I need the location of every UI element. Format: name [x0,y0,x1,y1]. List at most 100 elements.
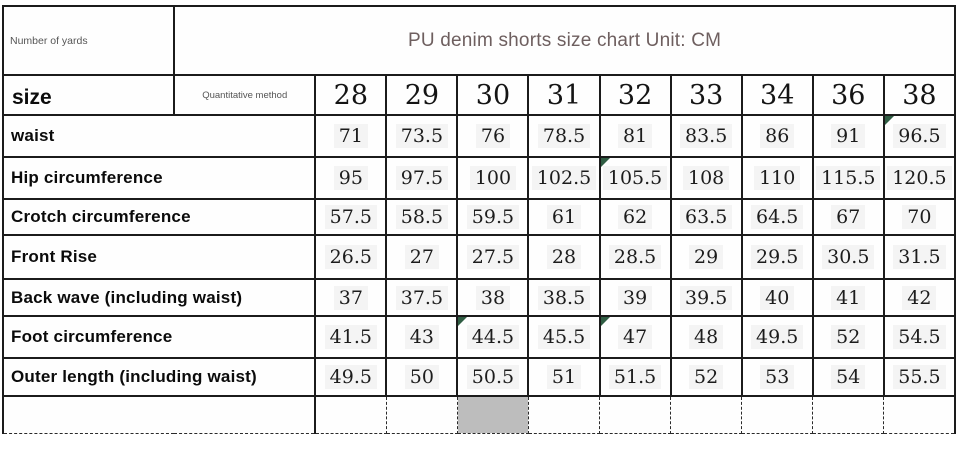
value-cell: 81 [598,114,672,158]
value-cell: 86 [740,114,814,158]
row-label: Back wave (including waist) [1,278,317,317]
value-text: 27 [404,245,439,269]
value-cell: 54 [811,357,885,397]
value-cell: 31.5 [882,234,957,280]
value-cell: 41 [811,278,885,317]
value-text: 102.5 [531,166,597,190]
value-text: 95 [333,166,368,190]
value-cell: 55.5 [882,357,957,397]
value-text: 28 [546,245,582,269]
value-text: 51 [546,365,582,389]
value-text: 120.5 [887,166,952,190]
value-text: 50 [404,365,439,389]
value-cell: 100 [456,156,530,200]
value-cell: 51 [527,357,601,397]
value-text: 41 [831,285,866,310]
value-text: 49.5 [751,325,804,349]
row-label: Front Rise [1,234,317,280]
value-text: 27.5 [466,245,520,269]
value-text: 26.5 [324,245,377,269]
value-text: 97.5 [395,166,449,190]
empty-cell [812,395,885,434]
value-cell: 49.5 [314,357,388,397]
value-text: 54.5 [893,325,946,349]
value-cell: 29.5 [740,234,814,280]
value-text: 108 [683,166,730,190]
size-col-32: 32 [598,74,672,116]
value-cell: 49.5 [740,315,814,359]
value-text: 110 [754,166,801,190]
value-cell: 40 [740,278,814,317]
corner-label: Number of yards [1,5,176,76]
value-cell: 115.5 [811,156,885,200]
value-text: 44.5 [466,325,520,349]
value-text: 43 [404,325,439,349]
value-text: 39 [617,285,653,310]
value-cell: 64.5 [740,198,814,236]
value-cell: 41.5 [314,315,388,359]
empty-cell [385,395,458,434]
value-cell: 67 [811,198,885,236]
size-row: size Quantitative method 28 29 30 31 32 … [1,74,957,116]
value-text: 42 [902,285,937,310]
value-cell: 59.5 [456,198,530,236]
value-text: 39.5 [679,285,733,310]
empty-cell [883,395,957,434]
value-text: 96.5 [893,124,946,148]
value-text: 81 [617,124,653,148]
value-text: 28.5 [608,245,662,269]
value-text: 37 [333,285,368,310]
value-cell: 28.5 [598,234,672,280]
size-col-33: 33 [669,74,743,116]
empty-cell [599,395,672,434]
value-text: 48 [689,325,724,349]
value-text: 40 [760,285,795,310]
value-text: 76 [475,124,511,148]
value-cell: 28 [527,234,601,280]
value-cell: 70 [882,198,957,236]
value-cell: 63.5 [669,198,743,236]
value-text: 38.5 [537,285,591,310]
empty-cell [314,395,387,434]
value-cell: 102.5 [527,156,601,200]
value-text: 30.5 [822,245,875,269]
selected-cell [456,395,529,434]
size-row-label: size [1,74,176,116]
comment-marker-icon [459,318,468,326]
value-cell: 44.5 [456,315,530,359]
value-text: 29 [689,245,724,269]
value-cell: 50.5 [456,357,530,397]
value-cell: 54.5 [882,315,957,359]
value-cell: 53 [740,357,814,397]
quantitative-method-label: Quantitative method [173,74,317,116]
value-cell: 26.5 [314,234,388,280]
value-text: 73.5 [395,124,449,148]
value-text: 70 [902,205,937,229]
value-cell: 38.5 [527,278,601,317]
size-chart-table: Number of yards PU denim shorts size cha… [1,5,957,434]
table-row-front-rise: Front Rise 26.5 27 27.5 28 28.5 29 29.5 … [1,234,957,280]
value-text: 49.5 [324,365,377,389]
table-row-outer-length: Outer length (including waist) 49.5 50 5… [1,357,957,397]
value-text: 52 [831,325,866,349]
row-label: Hip circumference [1,156,317,200]
value-cell: 42 [882,278,957,317]
value-text: 78.5 [537,124,591,148]
value-text: 100 [469,166,517,190]
value-text: 105.5 [602,166,668,190]
value-cell: 83.5 [669,114,743,158]
value-text: 50.5 [466,365,520,389]
row-label: Crotch circumference [1,198,317,236]
value-cell: 58.5 [385,198,459,236]
table-row-foot: Foot circumference 41.5 43 44.5 45.5 47 … [1,315,957,359]
value-text: 31.5 [893,245,946,269]
size-col-31: 31 [527,74,601,116]
size-col-38: 38 [882,74,957,116]
value-text: 37.5 [395,285,449,310]
table-row-crotch: Crotch circumference 57.5 58.5 59.5 61 6… [1,198,957,236]
value-cell: 29 [669,234,743,280]
empty-row [1,395,957,434]
value-cell: 120.5 [882,156,957,200]
value-cell: 27.5 [456,234,530,280]
empty-cell [527,395,601,434]
